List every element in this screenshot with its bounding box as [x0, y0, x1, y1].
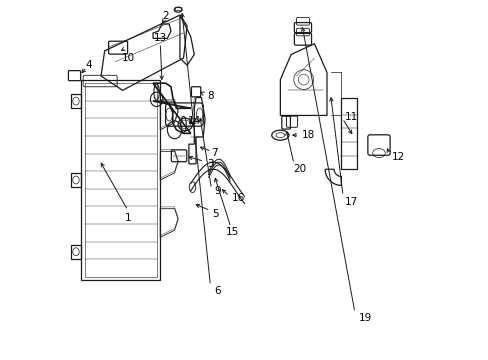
- Bar: [85, 83, 156, 277]
- Text: 8: 8: [206, 91, 213, 101]
- Text: 12: 12: [391, 152, 404, 162]
- Text: 10: 10: [121, 53, 134, 63]
- Bar: [175, 7, 181, 10]
- Bar: [341, 98, 357, 169]
- Text: 4: 4: [85, 60, 92, 70]
- Text: 20: 20: [292, 164, 305, 174]
- Text: 5: 5: [212, 209, 219, 219]
- Text: 18: 18: [301, 130, 314, 140]
- Text: 7: 7: [210, 148, 217, 158]
- Text: 1: 1: [124, 213, 131, 223]
- Text: 2: 2: [162, 11, 168, 21]
- Text: 13: 13: [153, 33, 166, 43]
- Text: 3: 3: [206, 159, 213, 169]
- Bar: [81, 80, 160, 280]
- Text: 15: 15: [225, 227, 238, 237]
- Text: 14: 14: [187, 116, 201, 126]
- Text: 17: 17: [344, 197, 357, 207]
- Text: 16: 16: [231, 193, 244, 203]
- Text: 9: 9: [214, 186, 220, 196]
- Text: 19: 19: [359, 313, 372, 323]
- Text: 6: 6: [214, 286, 220, 296]
- Text: 11: 11: [344, 112, 357, 122]
